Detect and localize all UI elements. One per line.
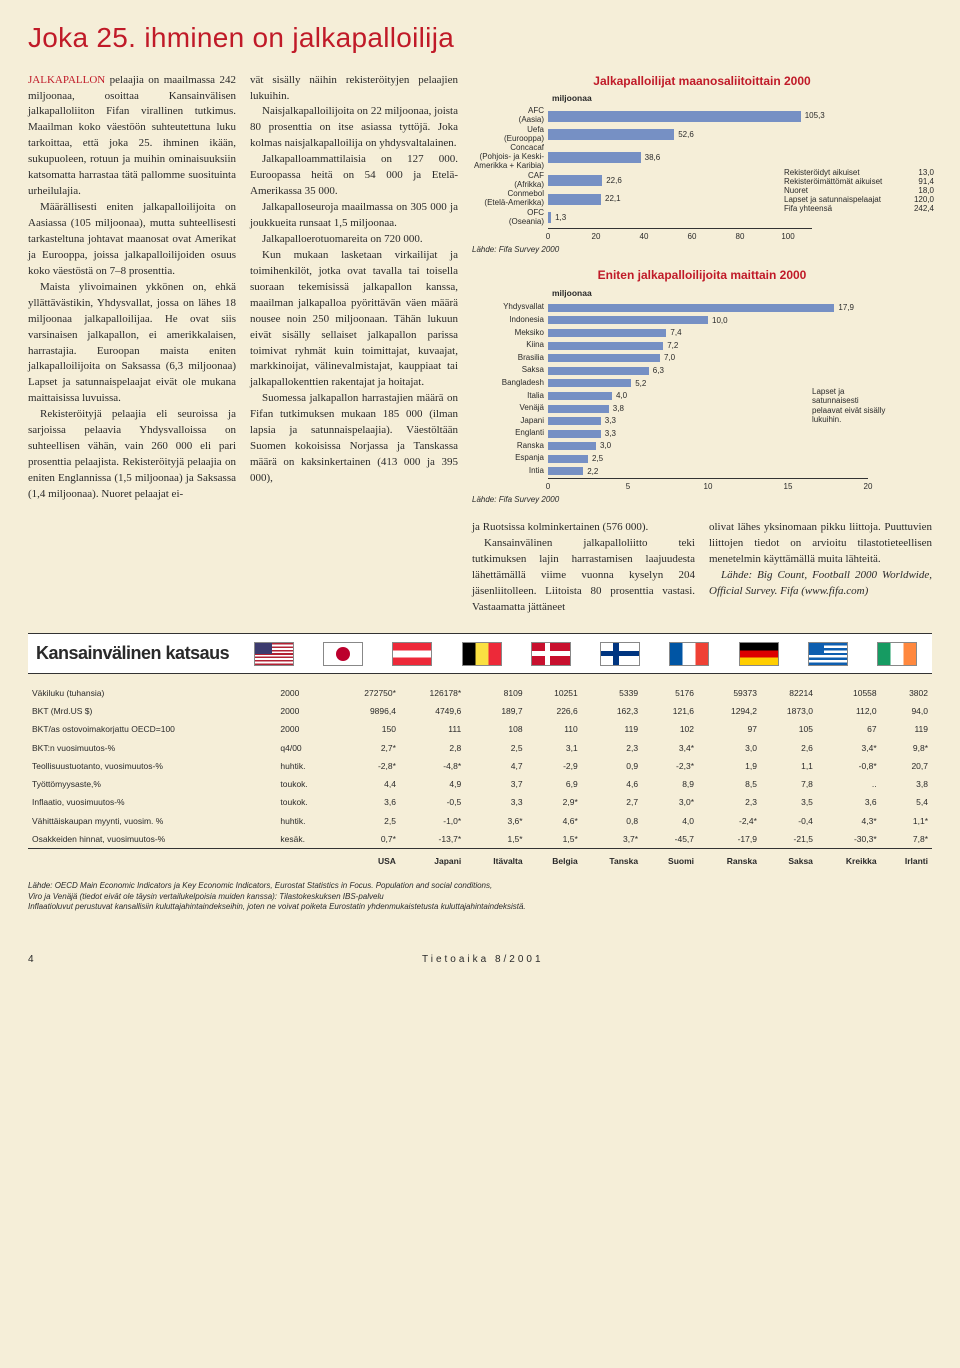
flag-finland-icon xyxy=(600,642,640,666)
article-col-2: vät sisälly näihin rekisteröityjen pelaa… xyxy=(250,73,458,616)
flags-row xyxy=(247,642,924,666)
chart1-source: Lähde: Fifa Survey 2000 xyxy=(472,244,932,256)
flag-belgium-icon xyxy=(462,642,502,666)
section-band: Kansainvälinen katsaus xyxy=(28,633,932,673)
flag-greece-icon xyxy=(808,642,848,666)
chart1-title: Jalkapalloilijat maanosaliitoittain 2000 xyxy=(472,73,932,90)
flag-france-icon xyxy=(669,642,709,666)
flag-ireland-icon xyxy=(877,642,917,666)
economic-table: Väkiluku (tuhansia)2000272750*126178*810… xyxy=(28,684,932,871)
headline: Joka 25. ihminen on jalkapalloilija xyxy=(28,18,932,59)
chart-countries: Eniten jalkapalloilijoita maittain 2000 … xyxy=(472,267,932,506)
chart1-sidenote: Rekisteröidyt aikuiset13,0Rekisteröimätt… xyxy=(784,168,934,214)
page-number: 4 xyxy=(28,953,34,968)
flag-germany-icon xyxy=(739,642,779,666)
chart2-source: Lähde: Fifa Survey 2000 xyxy=(472,494,932,506)
page-footer: 4 Tietoaika 8/2001 xyxy=(28,953,932,968)
flag-austria-icon xyxy=(392,642,432,666)
chart2-note: Lapset jasatunnaisestipelaavat eivät sis… xyxy=(812,387,922,424)
chart2-title: Eniten jalkapalloilijoita maittain 2000 xyxy=(472,267,932,284)
flag-usa-icon xyxy=(254,642,294,666)
flag-japan-icon xyxy=(323,642,363,666)
chart1-unit: miljoonaa xyxy=(552,92,932,104)
article-col-1: JALKAPALLON pelaajia on maailmassa 242 m… xyxy=(28,73,236,616)
article-bottom-col-2: olivat lähes yksinomaan pikku liittoja. … xyxy=(709,520,932,616)
article-bottom-col-1: ja Ruotsissa kolminkertainen (576 000).K… xyxy=(472,520,695,616)
chart-federations: Jalkapalloilijat maanosaliitoittain 2000… xyxy=(472,73,932,256)
chart2-unit: miljoonaa xyxy=(552,287,932,299)
magazine-ref: Tietoaika 8/2001 xyxy=(422,953,544,968)
section-title: Kansainvälinen katsaus xyxy=(36,640,229,666)
table-notes: Lähde: OECD Main Economic Indicators ja … xyxy=(28,881,932,913)
flag-denmark-icon xyxy=(531,642,571,666)
